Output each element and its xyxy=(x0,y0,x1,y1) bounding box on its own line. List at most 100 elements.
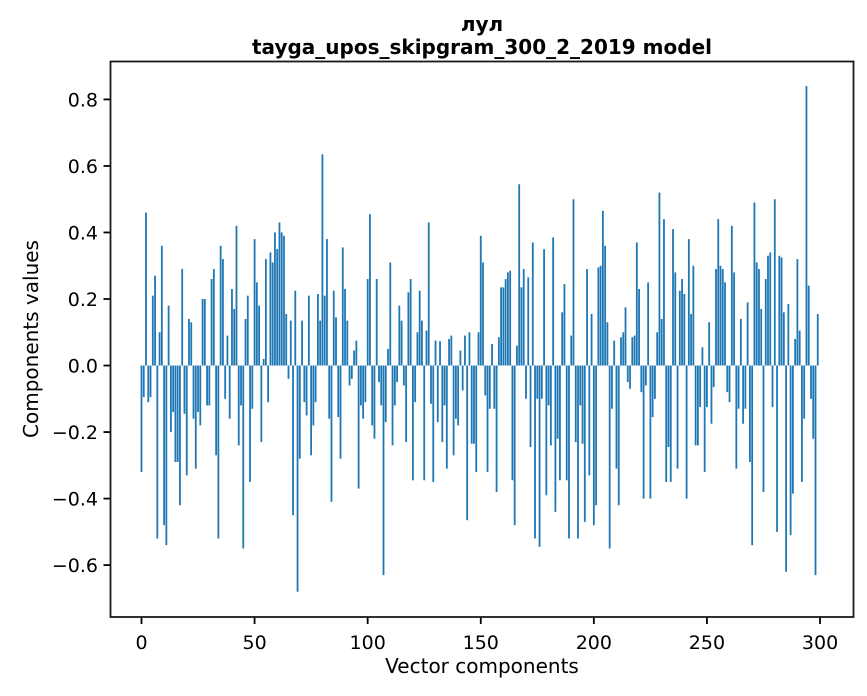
bar xyxy=(692,265,695,366)
bar xyxy=(466,365,469,521)
bar xyxy=(703,365,706,472)
bar xyxy=(561,312,564,366)
bar xyxy=(289,320,292,366)
bar xyxy=(176,365,179,462)
bar xyxy=(615,365,618,469)
bar xyxy=(158,332,161,366)
bar xyxy=(274,232,276,366)
bar xyxy=(344,289,346,366)
y-tick-label: −0.6 xyxy=(52,555,98,577)
bar xyxy=(753,202,756,366)
bar xyxy=(644,365,647,386)
bar xyxy=(527,277,530,366)
bar xyxy=(412,365,414,481)
bar xyxy=(726,365,729,393)
bar xyxy=(283,235,285,366)
bar xyxy=(242,365,245,549)
bar xyxy=(307,295,310,366)
bar xyxy=(303,365,306,403)
plot-border xyxy=(109,60,855,618)
bar xyxy=(597,267,600,366)
bar xyxy=(685,365,688,499)
bar xyxy=(251,365,254,409)
bar xyxy=(310,365,313,456)
bar xyxy=(362,365,365,419)
bar xyxy=(525,365,527,399)
bar xyxy=(378,365,380,383)
bar xyxy=(165,365,168,546)
bar xyxy=(513,365,516,526)
bar xyxy=(583,365,586,522)
bar xyxy=(212,269,215,366)
bar xyxy=(341,247,344,366)
bar xyxy=(516,345,518,366)
bar xyxy=(796,259,799,366)
bar xyxy=(717,219,720,366)
y-tick-label: −0.2 xyxy=(52,422,98,444)
bar xyxy=(321,154,324,366)
bar xyxy=(382,365,385,576)
bar xyxy=(599,265,602,366)
bar xyxy=(672,229,674,366)
bar xyxy=(425,330,428,366)
bar xyxy=(656,332,659,366)
bar xyxy=(647,282,650,366)
bar xyxy=(758,269,760,366)
bar xyxy=(206,365,208,406)
bar xyxy=(807,285,810,366)
bar xyxy=(436,365,439,423)
bar xyxy=(495,365,498,492)
bar xyxy=(730,225,733,366)
bar xyxy=(319,320,322,366)
bar xyxy=(791,365,794,494)
bar xyxy=(264,259,267,366)
bar xyxy=(785,365,787,572)
bar xyxy=(416,332,419,366)
bar xyxy=(678,290,681,366)
bar xyxy=(432,365,435,482)
bar xyxy=(642,365,645,499)
bar xyxy=(798,330,801,366)
bar xyxy=(183,365,186,414)
bar xyxy=(326,239,328,366)
bar xyxy=(484,365,487,396)
bar xyxy=(359,365,362,406)
bar xyxy=(556,365,559,439)
bar xyxy=(565,365,568,481)
bar xyxy=(210,279,213,366)
bar xyxy=(197,365,199,413)
bar xyxy=(782,312,785,366)
bar xyxy=(536,365,539,399)
bar xyxy=(357,365,360,489)
bar xyxy=(776,365,778,532)
bar xyxy=(574,365,577,443)
bar xyxy=(511,365,514,481)
bar xyxy=(389,262,392,366)
bar xyxy=(547,365,550,406)
bar xyxy=(611,365,613,409)
bar xyxy=(640,365,643,393)
bar xyxy=(249,365,251,482)
bar xyxy=(563,284,566,366)
bar xyxy=(604,245,607,366)
bar xyxy=(651,365,654,418)
x-tick-label: 0 xyxy=(135,632,147,654)
bar xyxy=(681,279,683,366)
bar xyxy=(151,295,154,366)
x-tick-label: 250 xyxy=(689,632,725,654)
bar xyxy=(735,365,738,469)
bar xyxy=(507,272,509,366)
bar xyxy=(780,257,783,366)
bar xyxy=(396,365,398,383)
bar xyxy=(620,337,622,366)
bar xyxy=(427,222,430,366)
bar xyxy=(443,365,446,406)
bar xyxy=(292,365,294,516)
bar xyxy=(473,365,475,444)
bar xyxy=(764,279,767,366)
bar xyxy=(468,332,471,366)
bar xyxy=(771,365,774,408)
bar xyxy=(803,365,806,419)
bar xyxy=(147,365,150,403)
bar xyxy=(534,365,536,539)
